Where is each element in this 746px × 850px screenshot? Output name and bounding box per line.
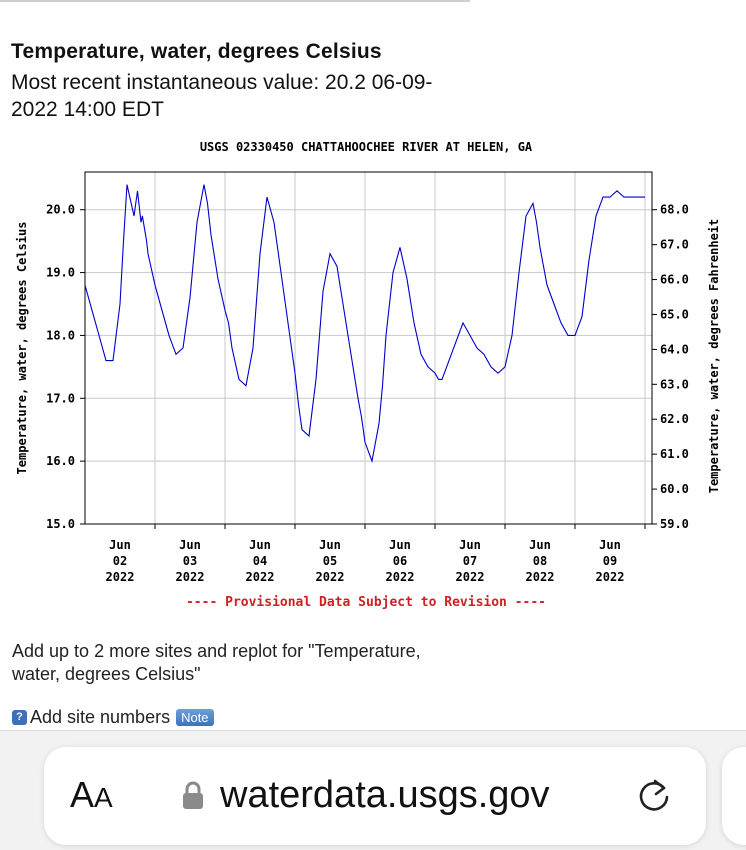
y2-axis-label: Temperature, water, degrees Fahrenheit	[707, 219, 721, 494]
help-icon[interactable]: ?	[12, 709, 27, 725]
hydrograph-chart: USGS 02330450 CHATTAHOOCHEE RIVER AT HEL…	[0, 130, 746, 620]
y2-tick-label: 62.0	[660, 412, 689, 426]
x-tick-label: 02	[113, 554, 127, 568]
add-sites-text: Add up to 2 more sites and replot for "T…	[12, 641, 421, 684]
x-tick-label: Jun	[249, 538, 271, 552]
y2-tick-label: 64.0	[660, 342, 689, 356]
y-axis-left: 15.0 16.0 17.0 18.0 19.0 20.0	[46, 203, 85, 531]
note-button[interactable]: Note	[176, 708, 214, 726]
y2-tick-label: 60.0	[660, 482, 689, 496]
address-bar[interactable]: AA waterdata.usgs.gov	[44, 747, 706, 845]
page-title: Temperature, water, degrees Celsius	[11, 40, 382, 63]
y-tick-label: 20.0	[46, 203, 75, 217]
x-tick-label: Jun	[459, 538, 481, 552]
x-tick-label: 09	[603, 554, 617, 568]
x-tick-label: 2022	[246, 570, 275, 584]
y2-tick-label: 63.0	[660, 377, 689, 391]
aa-small-letter: A	[94, 782, 113, 813]
x-tick-label: 2022	[456, 570, 485, 584]
recent-value-text: Most recent instantaneous value: 20.2 06…	[11, 71, 433, 121]
reload-icon[interactable]	[634, 775, 674, 815]
x-tick-label: 2022	[386, 570, 415, 584]
x-tick-label: 08	[533, 554, 547, 568]
y-tick-label: 15.0	[46, 517, 75, 531]
y-axis-label: Temperature, water, degrees Celsius	[15, 222, 29, 475]
temperature-series-line	[84, 184, 645, 464]
x-tick-label: 2022	[106, 570, 135, 584]
add-site-numbers-row[interactable]: ? Add site numbers Note	[12, 706, 214, 728]
x-tick-label: Jun	[599, 538, 621, 552]
add-site-numbers-link[interactable]: Add site numbers	[30, 706, 171, 727]
y-axis-right: 59.0 60.0 61.0 62.0 63.0 64.0 65.0 66.0 67.0 68.0	[652, 203, 689, 531]
y2-tick-label: 59.0	[660, 517, 689, 531]
x-tick-label: Jun	[319, 538, 341, 552]
x-tick-label: 2022	[316, 570, 345, 584]
y-tick-label: 17.0	[46, 391, 75, 405]
x-tick-label: Jun	[529, 538, 551, 552]
x-tick-label: 05	[323, 554, 337, 568]
x-tick-label: 06	[393, 554, 407, 568]
y-tick-label: 18.0	[46, 328, 75, 342]
provisional-note: ---- Provisional Data Subject to Revisio…	[186, 595, 546, 610]
chart-svg: USGS 02330450 CHATTAHOOCHEE RIVER AT HEL…	[15, 140, 721, 610]
y2-tick-label: 67.0	[660, 238, 689, 252]
chart-title: USGS 02330450 CHATTAHOOCHEE RIVER AT HEL…	[200, 140, 533, 154]
x-tick-label: Jun	[109, 538, 131, 552]
x-axis: Jun 02 2022 Jun 03 2022 Jun 04 2022 Jun 05 2022 Jun 0…	[106, 524, 646, 584]
y-tick-label: 16.0	[46, 454, 75, 468]
y2-tick-label: 65.0	[660, 307, 689, 321]
y2-tick-label: 61.0	[660, 447, 689, 461]
x-tick-label: 2022	[176, 570, 205, 584]
plot-area-border	[84, 171, 653, 525]
top-divider	[0, 0, 470, 2]
x-tick-label: Jun	[179, 538, 201, 552]
y2-tick-label: 66.0	[660, 273, 689, 287]
url-text[interactable]: waterdata.usgs.gov	[220, 774, 550, 816]
next-tab-pill[interactable]	[722, 747, 746, 845]
chart-grid	[85, 172, 652, 524]
x-tick-label: 2022	[596, 570, 625, 584]
aa-big-letter: A	[70, 774, 95, 815]
browser-toolbar: AA waterdata.usgs.gov	[0, 730, 746, 850]
y2-tick-label: 68.0	[660, 203, 689, 217]
y-tick-label: 19.0	[46, 266, 75, 280]
x-tick-label: Jun	[389, 538, 411, 552]
x-tick-label: 07	[463, 554, 477, 568]
x-tick-label: 03	[183, 554, 197, 568]
x-tick-label: 2022	[526, 570, 555, 584]
reader-aa-button[interactable]: AA	[70, 775, 113, 818]
lock-icon	[183, 781, 203, 809]
x-tick-label: 04	[253, 554, 267, 568]
